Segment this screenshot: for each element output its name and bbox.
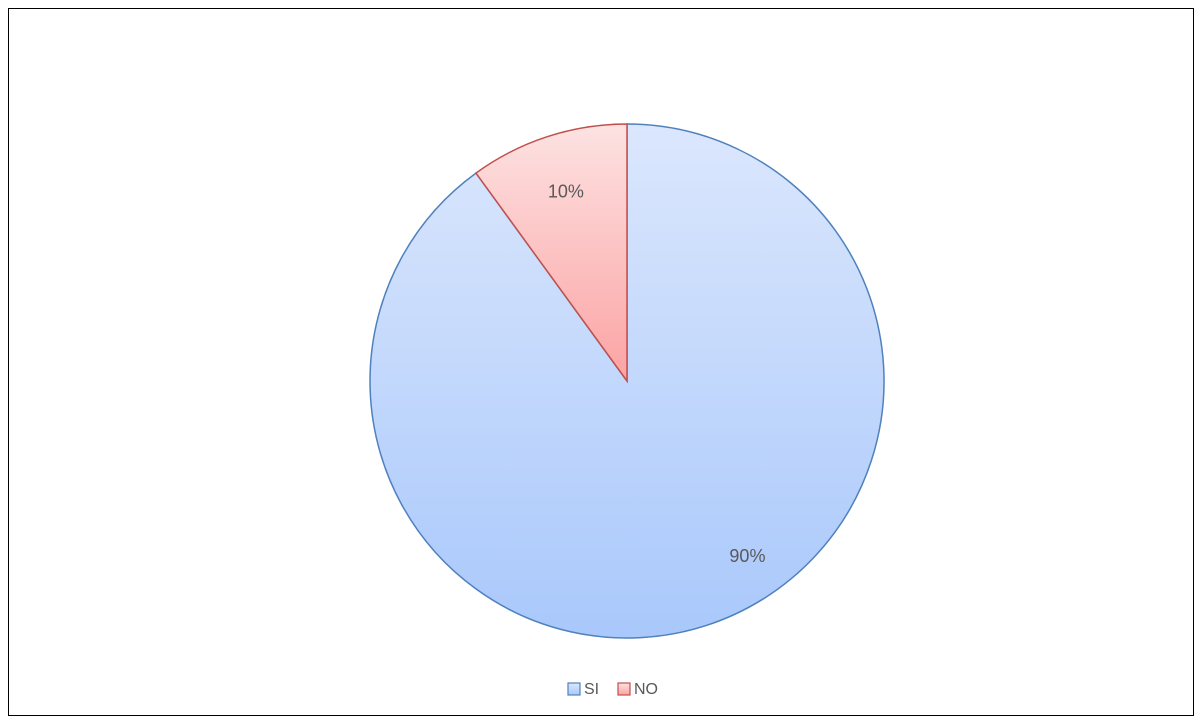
legend-label-si: SI xyxy=(584,681,599,698)
legend: SI NO xyxy=(567,681,658,698)
pie-data-labels: 90% 10% xyxy=(548,182,766,566)
pie-slice-no xyxy=(474,123,628,384)
legend-label-no: NO xyxy=(634,681,658,698)
legend-swatch-si xyxy=(567,682,581,696)
pie-slice-si xyxy=(369,123,885,639)
data-label-si: 90% xyxy=(729,546,765,566)
legend-swatch-no xyxy=(617,682,631,696)
data-label-no: 10% xyxy=(548,182,584,202)
pie-slices xyxy=(369,123,885,639)
